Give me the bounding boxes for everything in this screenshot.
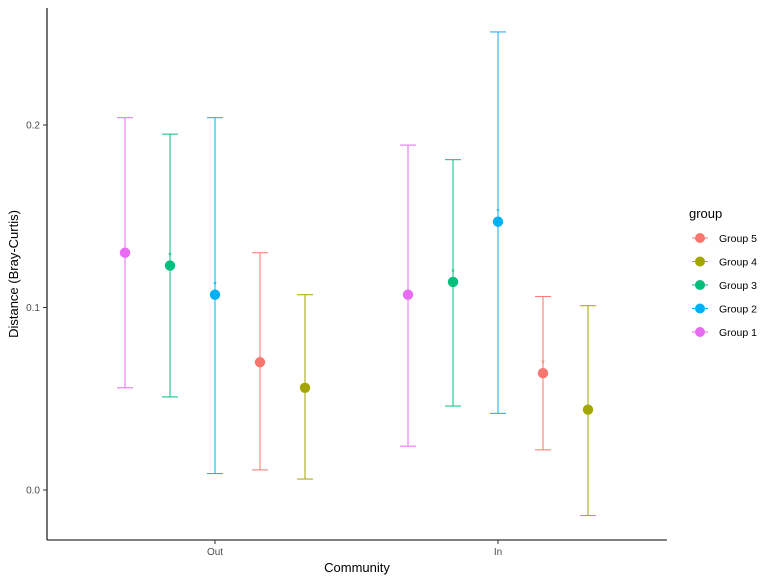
mean-point <box>492 216 504 227</box>
x-tick-label: In <box>494 547 502 558</box>
legend-label: Group 5 <box>719 233 757 245</box>
x-axis-title: Community <box>324 560 390 575</box>
legend-item: Group 3 <box>692 280 757 292</box>
mean-point <box>582 404 594 415</box>
mean-point <box>254 357 266 368</box>
y-tick-label: 0.0 <box>26 486 40 497</box>
mean-point <box>164 260 176 271</box>
legend-item: Group 2 <box>692 303 757 316</box>
series-group-5: * <box>252 252 551 471</box>
plot-area: ***** <box>117 31 596 517</box>
legend-item: Group 1 <box>692 327 757 339</box>
y-axis-title: Distance (Bray-Curtis) <box>6 210 21 338</box>
legend-label: Group 4 <box>719 257 757 269</box>
series-group-4 <box>297 294 596 517</box>
legend-key-point <box>695 327 705 337</box>
mean-point <box>402 289 414 300</box>
series-group-1 <box>117 117 416 447</box>
series-group-3: ** <box>162 133 461 407</box>
mean-point <box>209 289 221 300</box>
significance-star: * <box>496 207 500 217</box>
legend-key-point <box>695 280 705 290</box>
mean-point <box>299 382 311 393</box>
legend-label: Group 1 <box>719 327 757 339</box>
axes: 0.0 0.1 0.2 Out In <box>26 8 667 558</box>
legend-item: Group 5 <box>692 233 757 245</box>
mean-point <box>447 276 459 288</box>
legend-key-point <box>695 233 705 243</box>
legend: group Group 5 Group 4 Group 3 Group 2 Group … <box>689 206 757 339</box>
significance-star: * <box>541 358 545 368</box>
series-group-2: ** <box>207 31 506 475</box>
x-tick-label: Out <box>207 547 223 558</box>
significance-star: * <box>213 280 217 290</box>
legend-title: group <box>689 206 722 221</box>
legend-key-point <box>695 303 705 314</box>
significance-star: * <box>451 267 455 277</box>
legend-label: Group 3 <box>719 280 757 292</box>
y-tick-label: 0.1 <box>26 303 40 314</box>
y-tick-label: 0.2 <box>26 121 40 132</box>
legend-key-point <box>695 256 705 267</box>
mean-point <box>119 247 131 258</box>
legend-label: Group 2 <box>719 304 757 316</box>
significance-star: * <box>168 251 172 261</box>
mean-point <box>537 368 549 379</box>
legend-item: Group 4 <box>692 256 757 269</box>
